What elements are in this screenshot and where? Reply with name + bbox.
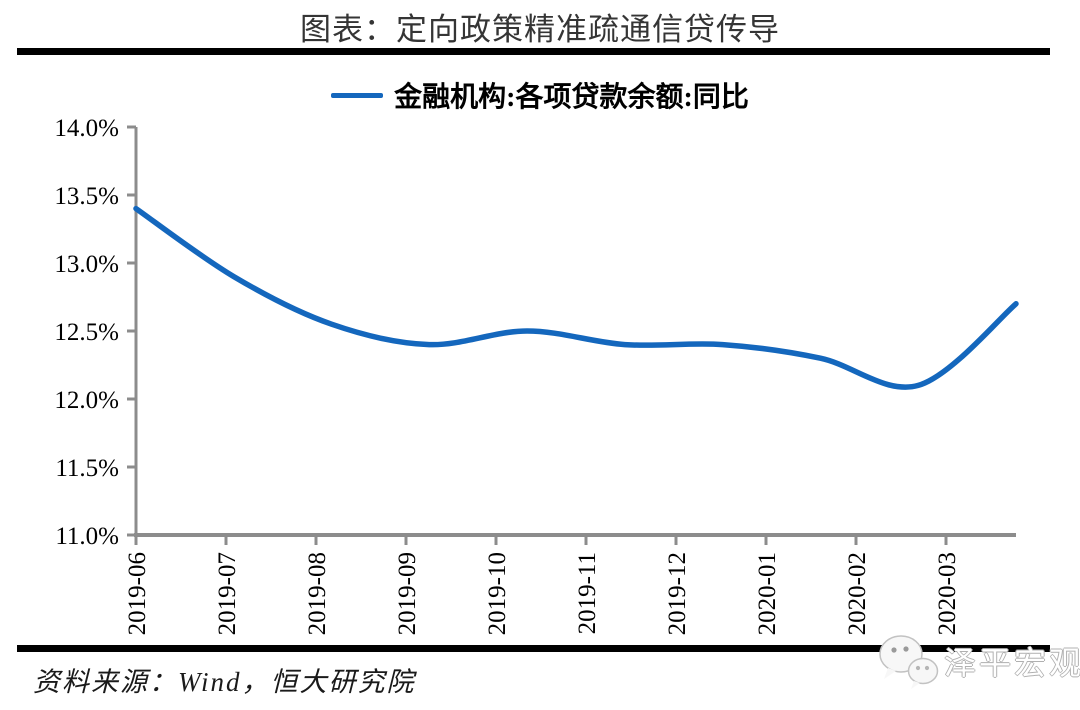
x-tick-label: 2019-06 xyxy=(124,552,151,635)
data-line xyxy=(133,205,1019,390)
legend: 金融机构:各项贷款余额:同比 xyxy=(0,78,1080,113)
x-tick-label: 2019-07 xyxy=(214,552,241,635)
y-tick-label: 12.0% xyxy=(54,387,119,414)
chart-title: 图表：定向政策精准疏通信贷传导 xyxy=(300,12,780,47)
x-tick-label: 2019-10 xyxy=(484,552,511,635)
source-text: 资料来源：Wind，恒大研究院 xyxy=(33,667,416,697)
x-tick-label: 2019-12 xyxy=(664,552,691,635)
legend-label: 金融机构:各项贷款余额:同比 xyxy=(394,82,749,113)
x-tick-label: 2020-02 xyxy=(844,552,871,635)
watermark: 泽平宏观 xyxy=(876,630,1080,692)
wechat-icon xyxy=(879,635,939,689)
x-tick-label: 2020-03 xyxy=(934,552,961,635)
y-tick-label: 11.0% xyxy=(55,523,119,550)
legend-line-swatch xyxy=(331,92,384,98)
y-tick-label: 11.5% xyxy=(55,455,119,482)
y-tick-label: 13.0% xyxy=(54,251,119,278)
x-tick-label: 2020-01 xyxy=(754,552,781,635)
watermark-text: 泽平宏观 xyxy=(944,645,1080,681)
x-tick-label: 2019-08 xyxy=(304,552,331,635)
y-tick-label: 13.5% xyxy=(54,183,119,210)
x-tick-label: 2019-09 xyxy=(394,552,421,635)
y-tick-label: 12.5% xyxy=(54,319,119,346)
top-divider xyxy=(17,48,1050,55)
bottom-divider xyxy=(17,645,1050,652)
x-tick-label: 2019-11 xyxy=(574,552,601,634)
y-tick-label: 14.0% xyxy=(54,115,119,142)
